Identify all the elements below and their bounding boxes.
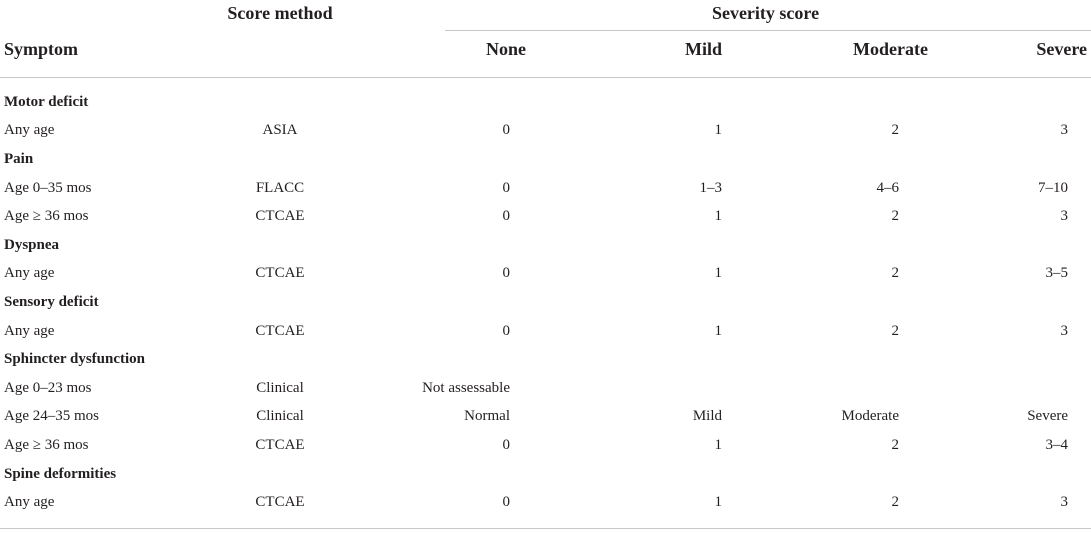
category-label: Motor deficit xyxy=(4,93,89,110)
mild-cell: 1 xyxy=(714,322,723,339)
method-cell: CTCAE xyxy=(255,322,305,339)
moderate-cell: 2 xyxy=(891,494,900,511)
moderate-cell xyxy=(722,374,1024,403)
table-row: Age 0–23 mos Clinical Not assessable xyxy=(0,374,1091,403)
severe-cell xyxy=(1024,374,1091,403)
severe-cell: 3–5 xyxy=(1045,265,1069,282)
category-label: Spine deformities xyxy=(4,465,117,482)
header-severe: Severe xyxy=(1036,38,1087,59)
header-moderate: Moderate xyxy=(853,38,928,59)
header-none: None xyxy=(486,38,526,59)
severe-cell: 7–10 xyxy=(1038,179,1068,196)
moderate-cell: 2 xyxy=(891,436,900,453)
none-cell: Normal xyxy=(464,408,510,425)
none-cell: 0 xyxy=(502,208,511,225)
moderate-cell: 4–6 xyxy=(876,179,900,196)
method-cell: Clinical xyxy=(256,379,304,396)
symptom-cell: Any age xyxy=(4,265,55,282)
none-cell: 0 xyxy=(502,265,511,282)
header-row-2: Symptom None Mild Moderate Severe xyxy=(0,26,1091,78)
mild-cell: 1 xyxy=(714,122,723,139)
symptom-cell: Any age xyxy=(4,122,55,139)
category-label: Dyspnea xyxy=(4,236,60,253)
mild-cell: 1 xyxy=(714,436,723,453)
mild-cell: 1–3 xyxy=(699,179,723,196)
category-label: Sensory deficit xyxy=(4,293,99,310)
category-row-sensory-deficit: Sensory deficit xyxy=(0,288,1091,317)
none-cell: 0 xyxy=(502,179,511,196)
category-row-spine-deformities: Spine deformities xyxy=(0,460,1091,489)
mild-cell: Mild xyxy=(692,408,722,425)
header-symptom: Symptom xyxy=(4,38,79,59)
category-row-pain: Pain xyxy=(0,145,1091,174)
symptom-cell: Age ≥ 36 mos xyxy=(4,436,89,453)
severity-score-table: Score method Severity score Symptom None… xyxy=(0,0,1091,517)
method-cell: CTCAE xyxy=(255,265,305,282)
table-bottom-rule xyxy=(0,528,1091,529)
category-label: Sphincter dysfunction xyxy=(4,351,146,368)
header-empty-cell xyxy=(0,0,210,26)
table-row: Any age CTCAE 0 1 2 3 xyxy=(0,317,1091,346)
category-label: Pain xyxy=(4,150,34,167)
moderate-cell: 2 xyxy=(891,122,900,139)
header-row-1: Score method Severity score xyxy=(0,0,1091,26)
symptom-cell: Age 0–23 mos xyxy=(4,379,92,396)
mild-cell: 1 xyxy=(714,494,723,511)
table-row: Age ≥ 36 mos CTCAE 0 1 2 3–4 xyxy=(0,431,1091,460)
table-row: Any age CTCAE 0 1 2 3–5 xyxy=(0,260,1091,289)
none-cell: Not assessable xyxy=(422,379,510,396)
severe-cell: 3–4 xyxy=(1045,436,1069,453)
none-cell: 0 xyxy=(502,322,511,339)
severe-cell: 3 xyxy=(1060,322,1069,339)
header-bottom-rule xyxy=(0,77,1091,78)
severity-header-rule xyxy=(445,30,1091,31)
method-cell: CTCAE xyxy=(255,436,305,453)
method-cell: Clinical xyxy=(256,408,304,425)
none-cell: 0 xyxy=(502,436,511,453)
method-cell: ASIA xyxy=(262,122,298,139)
method-cell: FLACC xyxy=(255,179,305,196)
moderate-cell: 2 xyxy=(891,322,900,339)
severe-cell: 3 xyxy=(1060,494,1069,511)
header-mild: Mild xyxy=(684,38,722,59)
method-cell: CTCAE xyxy=(255,494,305,511)
severe-cell: Severe xyxy=(1027,408,1068,425)
method-cell: CTCAE xyxy=(255,208,305,225)
symptom-cell: Age ≥ 36 mos xyxy=(4,208,89,225)
severe-cell: 3 xyxy=(1060,208,1069,225)
none-cell: 0 xyxy=(502,122,511,139)
severe-cell: 3 xyxy=(1060,122,1069,139)
moderate-cell: 2 xyxy=(891,265,900,282)
symptom-cell: Age 0–35 mos xyxy=(4,179,92,196)
category-row-sphincter-dysfunction: Sphincter dysfunction xyxy=(0,345,1091,374)
moderate-cell: Moderate xyxy=(841,408,899,425)
symptom-cell: Any age xyxy=(4,322,55,339)
header-method-empty xyxy=(210,26,350,78)
table-row: Any age CTCAE 0 1 2 3 xyxy=(0,488,1091,517)
mild-cell: 1 xyxy=(714,208,723,225)
table-row: Age ≥ 36 mos CTCAE 0 1 2 3 xyxy=(0,202,1091,231)
mild-cell: 1 xyxy=(714,265,723,282)
symptom-cell: Any age xyxy=(4,494,55,511)
symptom-cell: Age 24–35 mos xyxy=(4,408,99,425)
none-cell: 0 xyxy=(502,494,511,511)
category-row-dyspnea: Dyspnea xyxy=(0,231,1091,260)
mild-cell xyxy=(660,374,722,403)
header-score-method: Score method xyxy=(227,2,333,23)
moderate-cell: 2 xyxy=(891,208,900,225)
table-row: Any age ASIA 0 1 2 3 xyxy=(0,117,1091,146)
table-row: Age 24–35 mos Clinical Normal Mild Moder… xyxy=(0,403,1091,432)
table-row: Age 0–35 mos FLACC 0 1–3 4–6 7–10 xyxy=(0,174,1091,203)
category-row-motor-deficit: Motor deficit xyxy=(0,88,1091,117)
header-severity-score: Severity score xyxy=(711,2,820,23)
